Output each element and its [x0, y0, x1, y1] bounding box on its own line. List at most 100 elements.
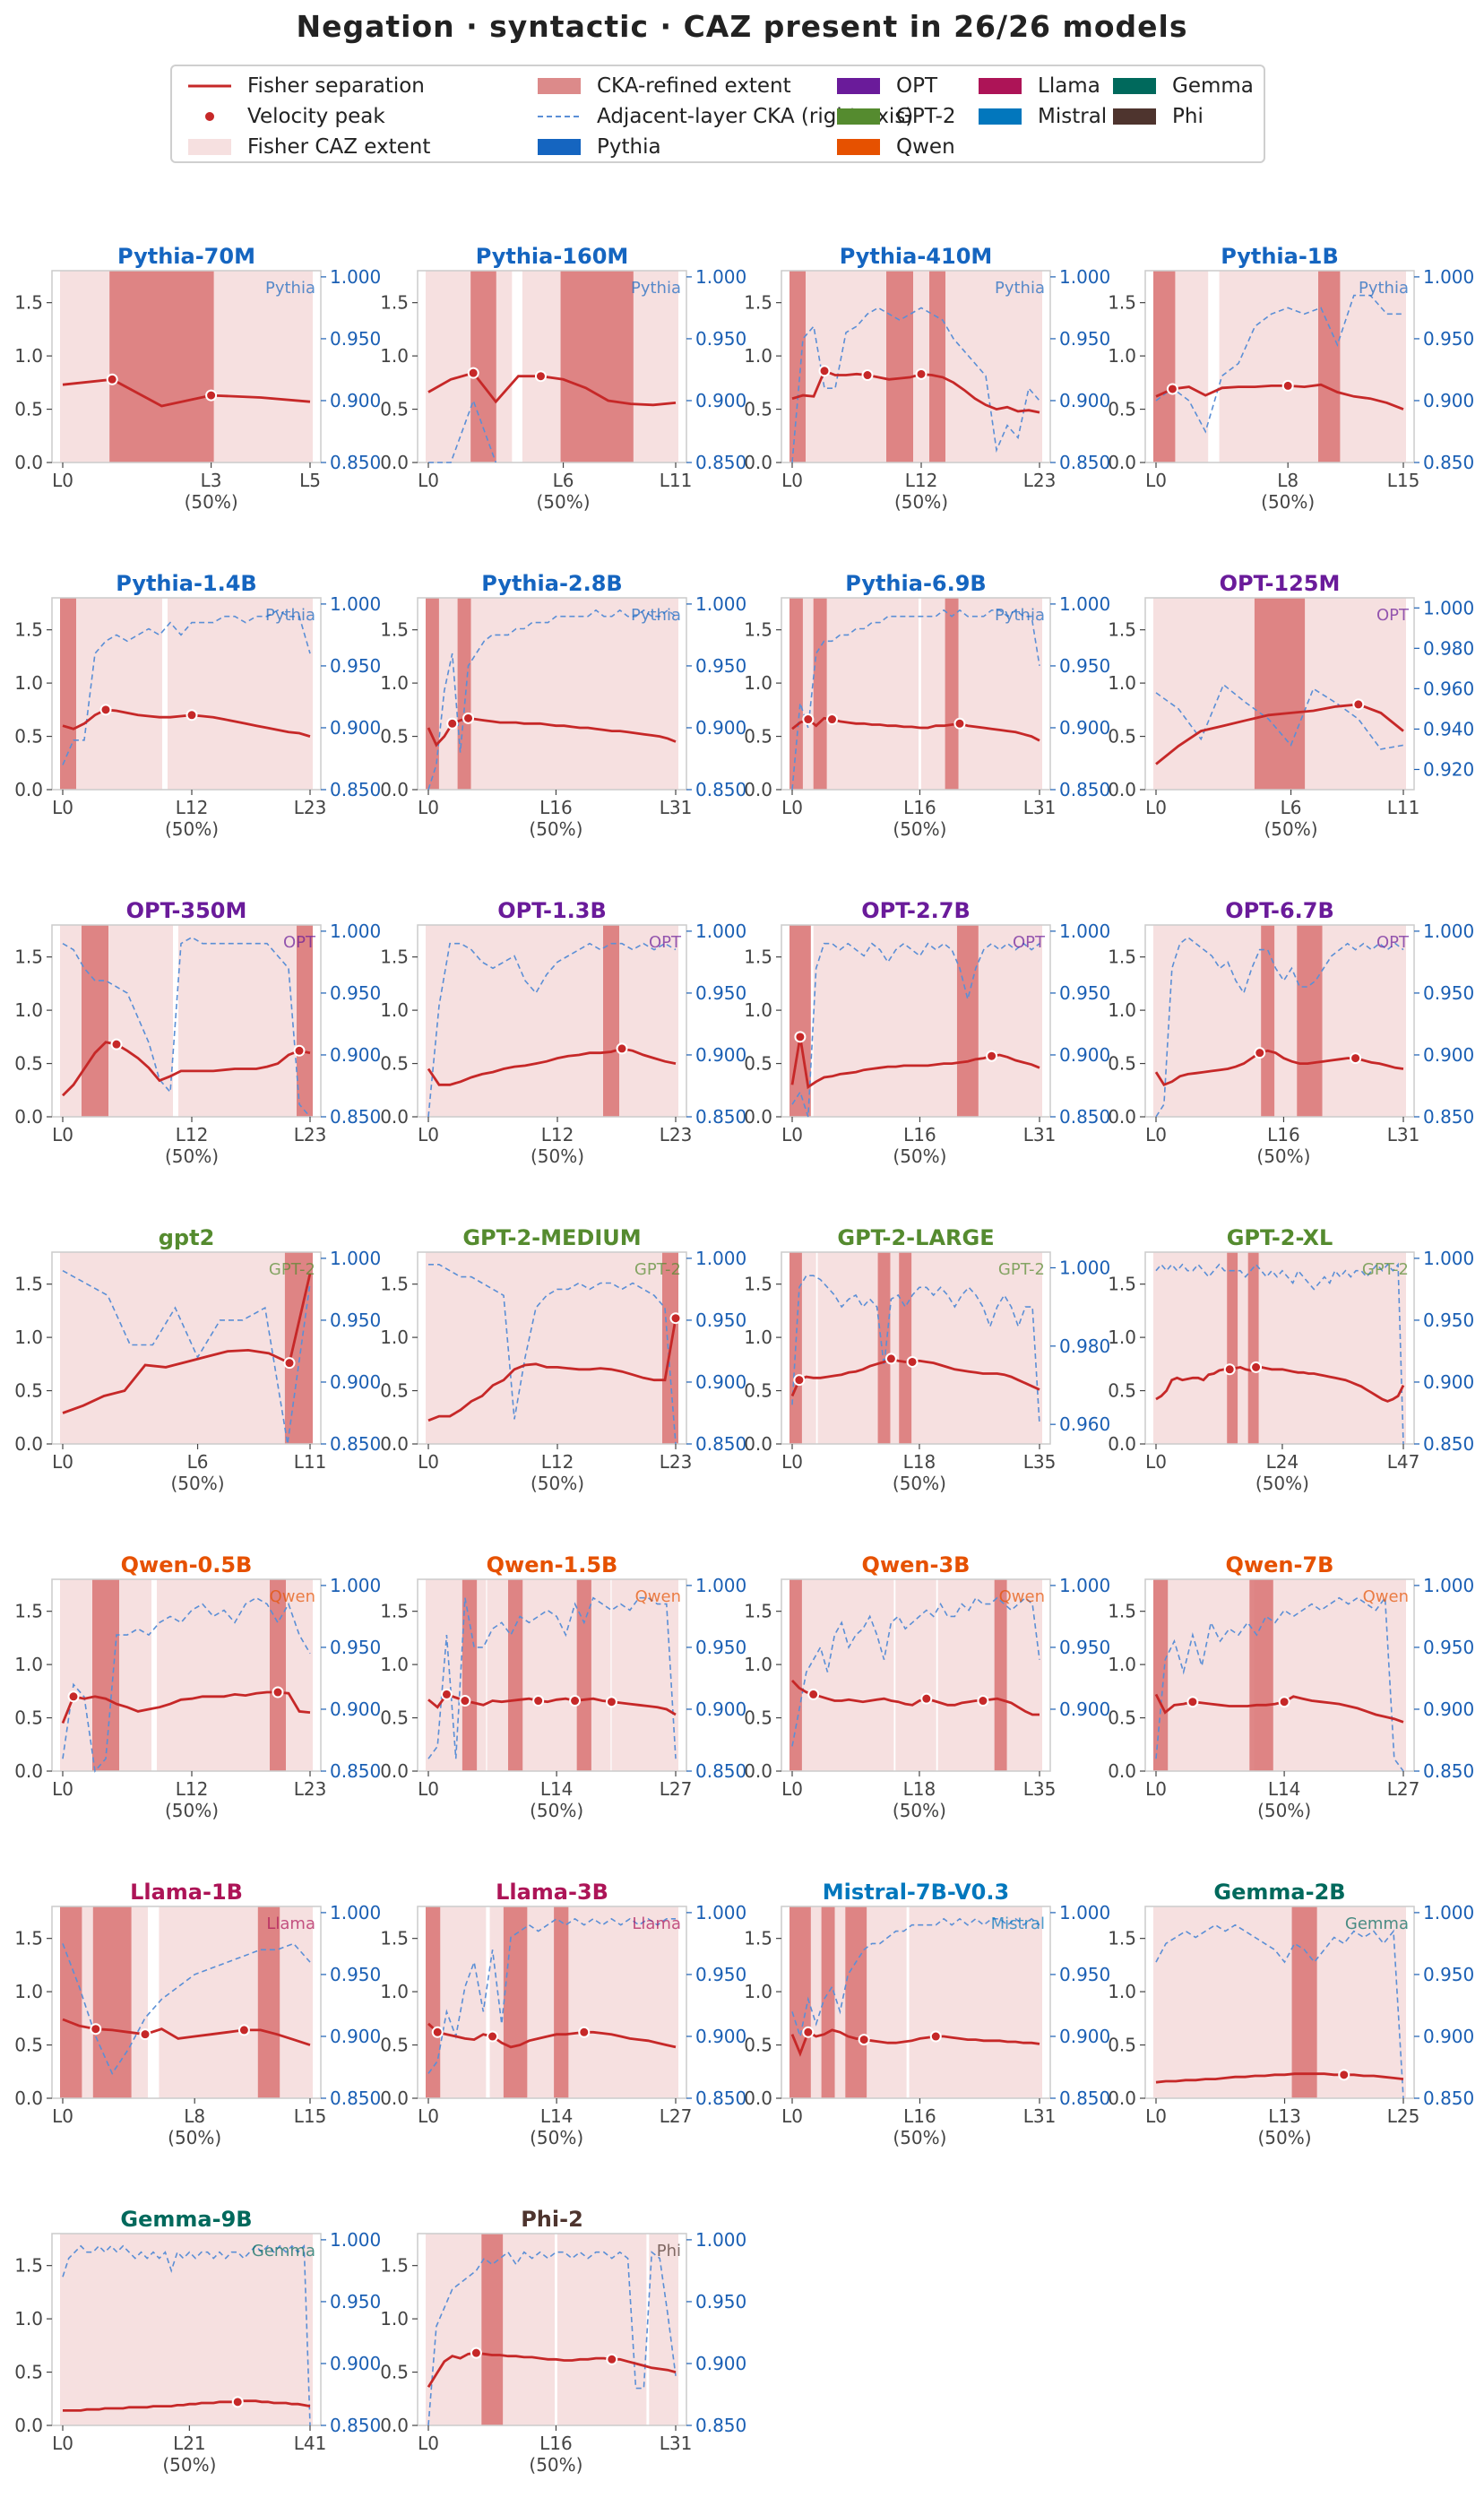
right-tick-label: 0.850: [1423, 452, 1474, 473]
plot-frame: [51, 270, 322, 463]
right-tick-label: 0.900: [695, 2353, 746, 2374]
subplot-opt-2-7b: 0.0 0.5 1.0 1.5 0.850 0.900 0.950 1.000 L0 L16(50…: [744, 898, 1110, 1167]
x-tick-label: L31: [1023, 1124, 1057, 1145]
plot-frame: [1144, 270, 1415, 463]
velocity-peak: [578, 2026, 591, 2038]
x-tick-label: L0: [1145, 2105, 1167, 2127]
cka-line: [427, 609, 677, 791]
velocity-peak: [1338, 2069, 1350, 2081]
right-tick-label: 1.000: [695, 593, 746, 615]
right-tick-label: 1.000: [1423, 921, 1474, 942]
y-tick-label: 1.0: [1108, 345, 1136, 367]
cka-extent-band: [92, 1579, 119, 1771]
y-tick-label: 1.5: [380, 1928, 409, 1949]
right-tick-label: 1.000: [1423, 1902, 1474, 1923]
y-tick-label: 0.5: [14, 1707, 43, 1729]
velocity-peak: [1352, 698, 1365, 711]
y-tick-label: 1.0: [14, 1981, 43, 2002]
family-tag: Pythia: [1359, 279, 1409, 298]
plot-frame: [417, 597, 687, 791]
y-tick-label: 1.0: [14, 1327, 43, 1348]
caz-extent-band: [426, 925, 678, 1117]
cka-extent-band: [929, 271, 945, 462]
cka-line: [1155, 294, 1403, 434]
velocity-peak: [534, 370, 547, 383]
plot-frame: [781, 1251, 1051, 1445]
velocity-peak: [470, 2347, 482, 2359]
legend-family-mistral: Mistral: [975, 102, 1107, 131]
caz-extent-band: [1153, 1252, 1406, 1444]
fisher-line: [427, 1318, 677, 1422]
caz-extent-band: [60, 2234, 313, 2425]
x-tick-label: L24: [1266, 1451, 1299, 1473]
x-tick-label: L11: [660, 470, 693, 491]
right-tick-label: 0.950: [330, 2291, 381, 2312]
cka-extent-band: [503, 1906, 528, 2098]
y-tick-label: 0.0: [380, 779, 409, 800]
right-tick-label: 0.950: [330, 1637, 381, 1658]
y-tick-label: 0.5: [1108, 1380, 1136, 1402]
x-tick-label: L0: [1145, 797, 1167, 818]
legend-fisher-label: Fisher separation: [247, 74, 425, 98]
family-tag: Llama: [266, 1915, 315, 1933]
right-tick-label: 0.900: [695, 717, 746, 739]
right-tick-label: 0.980: [1059, 1335, 1110, 1357]
x-tick-label: L47: [1387, 1451, 1420, 1473]
right-tick-label: 0.900: [330, 1044, 381, 1066]
y-tick-label: 1.0: [744, 672, 772, 694]
legend-family-gpt2: GPT-2: [833, 102, 956, 131]
legend-family-phi: Phi: [1109, 102, 1204, 131]
y-tick-label: 1.0: [1108, 1981, 1136, 2002]
y-tick-label: 0.0: [1108, 1760, 1136, 1782]
cka-extent-band: [60, 1906, 82, 2098]
velocity-peak: [669, 1312, 682, 1325]
subplot-gemma-2b: 0.0 0.5 1.0 1.5 0.850 0.900 0.950 1.000 L0 L13(50…: [1108, 1880, 1474, 2148]
right-tick-label: 0.900: [330, 390, 381, 411]
figure-title: Negation · syntactic · CAZ present in 26…: [296, 9, 1188, 44]
subplot-title: Gemma-9B: [120, 2207, 252, 2232]
cka-line: [428, 1264, 677, 1445]
x-tick-label: L0: [781, 1778, 803, 1800]
subplot-qwen-7b: 0.0 0.5 1.0 1.5 0.850 0.900 0.950 1.000 L0 L14(50…: [1108, 1552, 1474, 1821]
cka-extent-band: [1153, 1579, 1169, 1771]
x-tick-label: L0: [52, 2433, 73, 2454]
y-tick-label: 0.5: [1108, 2035, 1136, 2056]
caz-extent-band: [813, 925, 1042, 1117]
legend-cka-extent: CKA-refined extent: [534, 72, 791, 100]
caz-extent-band: [1254, 1579, 1406, 1771]
velocity-dot-icon: [185, 107, 235, 126]
x-tick-label: L0: [418, 1778, 439, 1800]
velocity-peak: [99, 704, 112, 716]
y-tick-label: 1.0: [380, 672, 409, 694]
cka-extent-band: [821, 1906, 835, 2098]
right-tick-label: 0.850: [1423, 1760, 1474, 1782]
subplot-pythia-1b: 0.0 0.5 1.0 1.5 0.850 0.900 0.950 1.000 L0 L8(50%…: [1108, 244, 1474, 513]
x-tick-label: L18: [903, 1451, 936, 1473]
x-mid-label: (50%): [165, 818, 219, 840]
x-tick-label: L27: [660, 2105, 693, 2127]
y-tick-label: 1.0: [14, 672, 43, 694]
x-tick-label: L23: [660, 1451, 693, 1473]
velocity-peak: [231, 2396, 244, 2408]
cka-line: [1155, 1262, 1404, 1445]
right-tick-label: 0.900: [330, 1698, 381, 1720]
right-tick-label: 0.920: [1423, 758, 1474, 780]
right-tick-label: 1.000: [330, 1248, 381, 1269]
y-tick-label: 0.5: [14, 399, 43, 420]
right-tick-label: 0.950: [695, 2291, 746, 2312]
cka-extent-band: [462, 1579, 478, 1771]
plot-frame: [781, 1578, 1051, 1772]
caz-extent-swatch-icon: [185, 137, 235, 157]
cka-line: [427, 1917, 676, 2074]
caz-extent-band: [611, 1579, 678, 1771]
subplot-pythia-1-4b: 0.0 0.5 1.0 1.5 0.850 0.900 0.950 1.000 L0 L12(50…: [14, 571, 381, 840]
y-tick-label: 0.5: [380, 2035, 409, 2056]
cka-line: [62, 2243, 311, 2426]
x-tick-label: L12: [176, 797, 209, 818]
right-tick-label: 0.900: [695, 1044, 746, 1066]
velocity-peak: [237, 2024, 250, 2036]
x-mid-label: (50%): [1255, 1473, 1309, 1494]
y-tick-label: 0.0: [744, 2087, 772, 2109]
caz-extent-band: [895, 1579, 936, 1771]
legend: Fisher separation Velocity peak Fisher C…: [170, 65, 1265, 163]
